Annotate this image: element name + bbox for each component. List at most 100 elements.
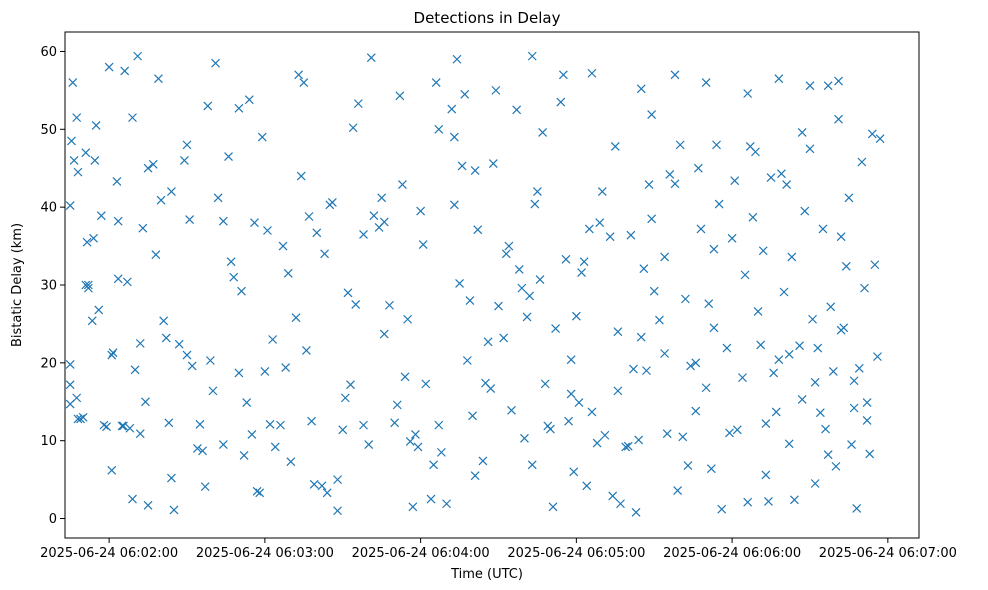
data-point [108, 348, 118, 358]
data-point [65, 380, 75, 390]
data-point [847, 440, 856, 450]
points-layer [65, 51, 885, 517]
data-point [821, 424, 830, 434]
data-point [90, 156, 100, 165]
data-point [743, 89, 753, 98]
data-point [852, 503, 862, 513]
data-point [369, 211, 379, 221]
data-point [135, 429, 145, 439]
y-tick-label: 10 [40, 434, 57, 449]
data-point [125, 423, 135, 433]
data-point [680, 294, 690, 304]
data-point [296, 171, 306, 181]
data-point [722, 343, 732, 353]
x-tick-label: 2025-06-24 06:04:00 [352, 546, 490, 561]
data-point [338, 425, 348, 435]
data-point [377, 193, 387, 203]
chart-title: Detections in Delay [414, 9, 561, 27]
data-point [761, 470, 771, 480]
x-tick-label: 2025-06-24 06:02:00 [40, 546, 178, 561]
data-point [322, 488, 332, 498]
data-point [130, 365, 140, 375]
data-point [865, 449, 875, 459]
data-point [403, 314, 413, 324]
data-point [727, 233, 737, 243]
y-tick-label: 40 [40, 201, 57, 216]
data-point [766, 173, 776, 182]
data-point [597, 187, 607, 197]
data-point [416, 206, 426, 216]
data-point [203, 101, 213, 111]
data-point [359, 229, 368, 239]
data-point [470, 166, 480, 175]
data-point [841, 261, 851, 271]
data-point [72, 113, 82, 123]
data-point [185, 215, 195, 225]
data-point [595, 218, 605, 228]
data-point [301, 345, 311, 355]
y-tick-label: 30 [40, 279, 57, 294]
data-point [488, 159, 498, 168]
data-point [250, 218, 259, 228]
data-point [514, 265, 524, 274]
data-point [836, 325, 846, 335]
data-point [712, 140, 721, 150]
data-point [452, 54, 462, 64]
data-point [701, 383, 711, 393]
data-point [636, 332, 646, 342]
data-point [556, 97, 566, 107]
data-point [517, 283, 527, 293]
data-point [333, 475, 342, 485]
data-point [642, 366, 651, 376]
data-point [247, 430, 257, 439]
data-point [340, 393, 350, 403]
data-point [141, 397, 150, 407]
data-point [333, 506, 342, 516]
data-point [634, 435, 644, 445]
data-point [317, 481, 327, 491]
data-point [774, 355, 784, 365]
data-point [647, 110, 657, 119]
data-point [442, 499, 451, 509]
data-point [613, 386, 623, 396]
x-axis-label: Time (UTC) [450, 567, 523, 582]
data-point [831, 461, 841, 471]
data-point [138, 223, 148, 233]
data-point [69, 156, 79, 165]
data-point [411, 430, 420, 439]
data-point [112, 177, 122, 186]
data-point [784, 439, 794, 449]
data-point [545, 424, 555, 434]
data-point [379, 329, 389, 339]
data-point [675, 140, 685, 150]
data-point [198, 446, 207, 456]
data-point [87, 316, 97, 326]
data-point [678, 432, 688, 442]
data-point [610, 142, 620, 151]
data-point [102, 422, 111, 432]
data-point [797, 395, 807, 404]
data-point [592, 438, 602, 448]
data-point [670, 70, 680, 80]
data-point [426, 494, 436, 504]
data-point [764, 496, 773, 506]
data-point [587, 407, 597, 417]
data-point [167, 187, 176, 197]
data-point [390, 418, 400, 428]
data-point [805, 144, 815, 154]
data-point [218, 440, 228, 450]
data-point [483, 337, 493, 347]
data-point [621, 442, 631, 452]
data-point [577, 268, 586, 277]
data-point [234, 103, 244, 113]
data-point [569, 467, 579, 477]
data-point [182, 350, 192, 360]
data-point [566, 389, 576, 399]
data-point [348, 123, 358, 133]
data-point [810, 479, 820, 488]
data-point [239, 451, 249, 460]
data-point [76, 414, 85, 424]
data-point [283, 268, 293, 278]
data-point [117, 421, 127, 431]
